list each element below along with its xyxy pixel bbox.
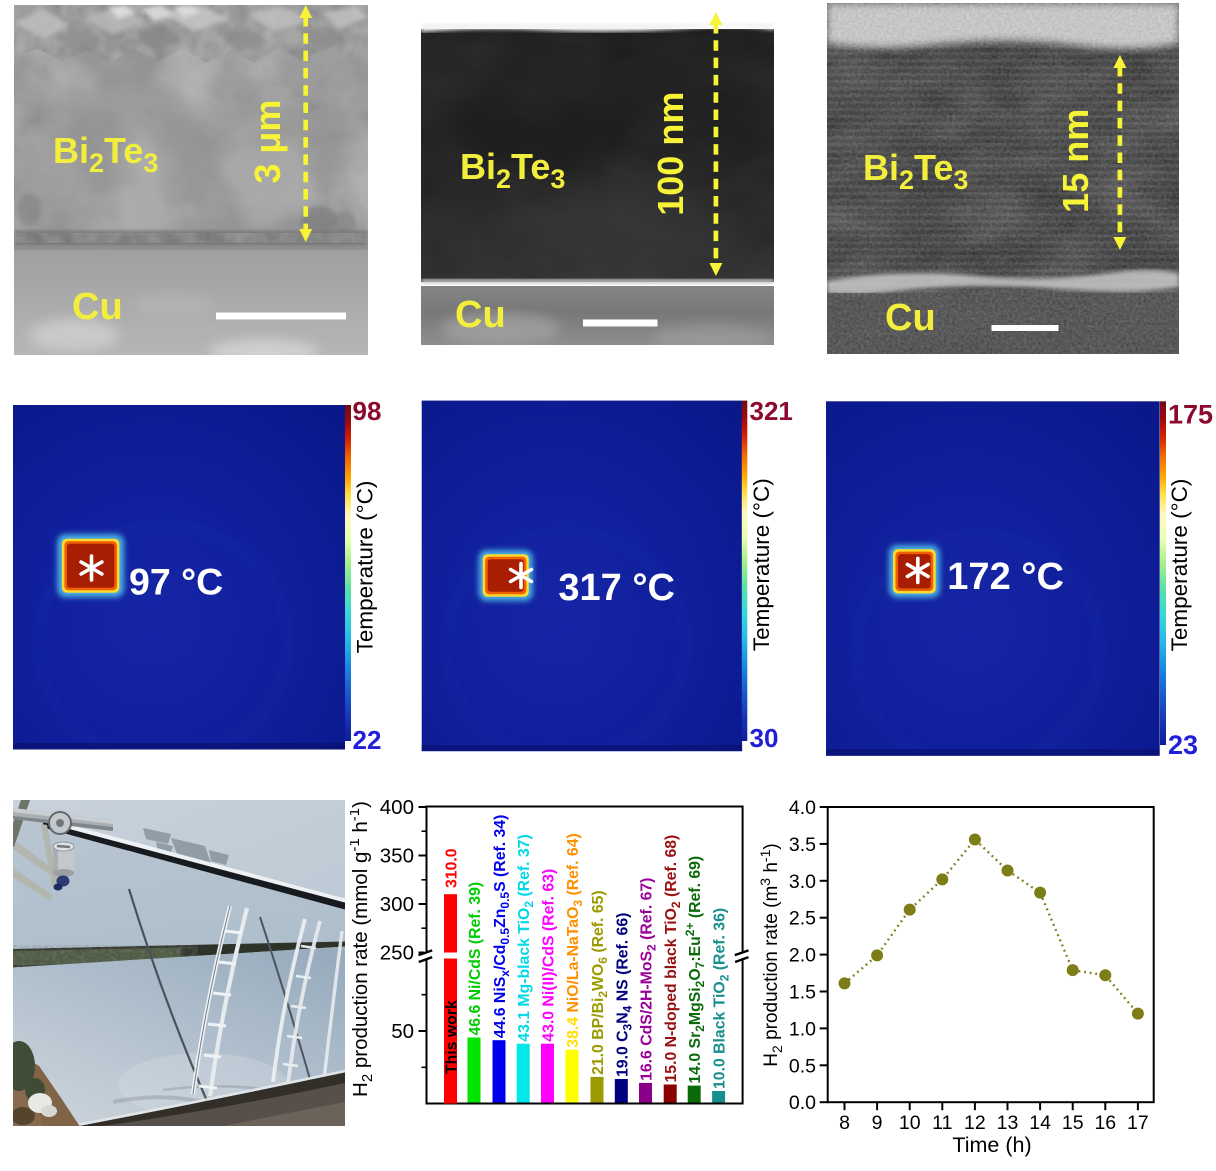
svg-text:19.0 C3N4 NS (Ref. 66): 19.0 C3N4 NS (Ref. 66) — [614, 913, 634, 1077]
svg-text:15.0 N-doped black TiO2 (Ref.: 15.0 N-doped black TiO2 (Ref. 68) — [663, 835, 683, 1083]
svg-text:Cu: Cu — [885, 297, 936, 339]
svg-text:H2 production rate (mmol g-1 h: H2 production rate (mmol g-1 h-1) — [350, 801, 376, 1097]
svg-text:400: 400 — [380, 796, 414, 819]
svg-text:8: 8 — [839, 1112, 850, 1134]
svg-text:46.6 Ni/CdS (Ref. 39): 46.6 Ni/CdS (Ref. 39) — [467, 882, 484, 1036]
svg-text:300: 300 — [380, 893, 414, 916]
svg-text:10: 10 — [899, 1112, 921, 1134]
svg-text:1.5: 1.5 — [789, 982, 816, 1004]
svg-text:15 nm: 15 nm — [1055, 109, 1096, 213]
svg-text:98: 98 — [353, 398, 382, 426]
svg-text:250: 250 — [380, 942, 414, 965]
svg-text:Temperature (°C): Temperature (°C) — [1167, 479, 1192, 652]
svg-text:Bi2Te3: Bi2Te3 — [460, 146, 565, 194]
svg-text:175: 175 — [1168, 400, 1213, 430]
svg-text:3.0: 3.0 — [789, 871, 816, 893]
svg-text:Temperature (°C): Temperature (°C) — [352, 481, 377, 654]
svg-text:Time (h): Time (h) — [952, 1133, 1031, 1157]
svg-text:38.4 NiO/La-NaTaO3 (Ref. 64): 38.4 NiO/La-NaTaO3 (Ref. 64) — [565, 833, 585, 1047]
svg-text:Cu: Cu — [72, 286, 123, 328]
svg-text:3.5: 3.5 — [789, 834, 816, 856]
svg-text:12: 12 — [964, 1112, 986, 1134]
svg-text:Bi2Te3: Bi2Te3 — [863, 147, 968, 195]
svg-text:Cu: Cu — [455, 294, 506, 336]
svg-text:43.0 Ni(II)/CdS (Ref. 63): 43.0 Ni(II)/CdS (Ref. 63) — [541, 869, 558, 1042]
svg-text:16: 16 — [1094, 1112, 1116, 1134]
svg-text:350: 350 — [380, 845, 414, 868]
svg-text:14: 14 — [1029, 1112, 1051, 1134]
svg-text:97 °C: 97 °C — [129, 561, 223, 603]
svg-text:14.0 Sr2MgSi2O7:Eu2+ (Ref. 69): 14.0 Sr2MgSi2O7:Eu2+ (Ref. 69) — [683, 856, 707, 1084]
svg-text:15: 15 — [1062, 1112, 1084, 1134]
svg-text:22: 22 — [353, 725, 382, 755]
svg-text:This work: This work — [444, 1000, 461, 1074]
svg-text:50: 50 — [391, 1020, 414, 1043]
svg-text:100 nm: 100 nm — [650, 92, 691, 216]
svg-text:17: 17 — [1127, 1112, 1149, 1134]
svg-text:Temperature (°C): Temperature (°C) — [749, 478, 774, 651]
svg-text:310.0: 310.0 — [444, 848, 461, 888]
svg-text:11: 11 — [932, 1112, 952, 1134]
svg-text:43.1 Mg-black TiO2 (Ref. 37): 43.1 Mg-black TiO2 (Ref. 37) — [516, 834, 536, 1041]
svg-text:3 μm: 3 μm — [247, 100, 288, 184]
svg-text:13: 13 — [997, 1112, 1019, 1134]
svg-text:4.0: 4.0 — [789, 797, 816, 819]
svg-text:Bi2Te3: Bi2Te3 — [53, 130, 158, 178]
svg-text:317 °C: 317 °C — [558, 567, 675, 609]
svg-text:2.0: 2.0 — [789, 945, 816, 967]
svg-text:9: 9 — [872, 1112, 883, 1134]
svg-text:10.0 Black TiO2 (Ref. 36): 10.0 Black TiO2 (Ref. 36) — [712, 908, 732, 1089]
svg-text:321: 321 — [750, 396, 793, 426]
svg-text:H2 production rate (m3 h-1): H2 production rate (m3 h-1) — [757, 843, 785, 1066]
svg-text:172 °C: 172 °C — [947, 556, 1064, 598]
svg-text:21.0 BP/Bi2WO6 (Ref. 65): 21.0 BP/Bi2WO6 (Ref. 65) — [590, 890, 610, 1075]
svg-text:2.5: 2.5 — [789, 908, 816, 930]
svg-text:16.6 CdS/2H-MoS2 (Ref. 67): 16.6 CdS/2H-MoS2 (Ref. 67) — [639, 878, 659, 1081]
svg-text:23: 23 — [1168, 730, 1198, 757]
svg-text:1.0: 1.0 — [789, 1018, 816, 1040]
svg-text:0.5: 0.5 — [789, 1055, 816, 1077]
svg-text:30: 30 — [750, 723, 779, 753]
svg-text:0.0: 0.0 — [789, 1092, 816, 1114]
svg-text:44.6 NiSx/Cd0.5Zn0.5S (Ref. 34: 44.6 NiSx/Cd0.5Zn0.5S (Ref. 34) — [492, 815, 512, 1039]
